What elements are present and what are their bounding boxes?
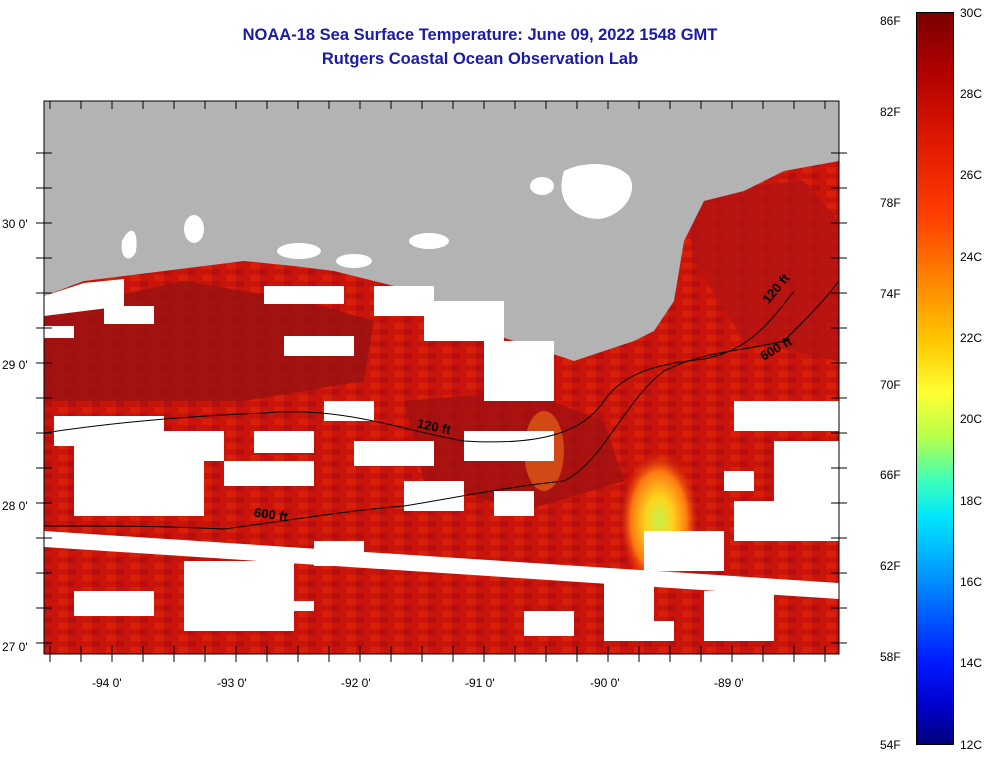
lake [530, 177, 554, 195]
lake [184, 215, 204, 243]
colorbar-c-label: 16C [960, 575, 983, 589]
map-title: NOAA-18 Sea Surface Temperature: June 09… [242, 26, 718, 44]
lon-label: -90 0' [590, 676, 620, 690]
lon-label: -93 0' [217, 676, 247, 690]
colorbar-f-label: 86F [880, 14, 901, 28]
colorbar-f-label: 62F [880, 559, 901, 573]
colorbar-c-label: 26C [960, 168, 983, 182]
colorbar-f-label: 74F [880, 287, 901, 301]
colorbar-f-label: 66F [880, 468, 901, 482]
lat-label: 28 0' [2, 499, 28, 513]
lon-label: -94 0' [92, 676, 122, 690]
colorbar-c-label: 22C [960, 331, 983, 345]
colorbar-c-label: 20C [960, 412, 983, 426]
colorbar-f-label: 78F [880, 196, 901, 210]
lat-label: 30 0' [2, 217, 28, 231]
lon-label: -89 0' [714, 676, 744, 690]
lon-label: -92 0' [341, 676, 371, 690]
sst-map: 120 ft 600 ft 120 ft 600 ft [44, 101, 839, 654]
lon-label: -91 0' [465, 676, 495, 690]
temperature-colorbar [916, 12, 954, 745]
colorbar-c-label: 14C [960, 656, 983, 670]
colorbar-c-label: 12C [960, 738, 983, 752]
colorbar-c-label: 18C [960, 494, 983, 508]
colorbar-f-label: 58F [880, 650, 901, 664]
colorbar-c-label: 28C [960, 87, 983, 101]
map-subtitle: Rutgers Coastal Ocean Observation Lab [321, 50, 639, 68]
lat-label: 27 0' [2, 640, 28, 654]
colorbar-f-label: 70F [880, 378, 901, 392]
lake [277, 243, 321, 259]
lake [409, 233, 449, 249]
colorbar-f-label: 54F [880, 738, 901, 752]
lat-label: 29 0' [2, 358, 28, 372]
colorbar-c-label: 30C [960, 6, 983, 20]
colorbar-c-label: 24C [960, 250, 983, 264]
lake [336, 254, 372, 268]
colorbar-f-label: 82F [880, 105, 901, 119]
